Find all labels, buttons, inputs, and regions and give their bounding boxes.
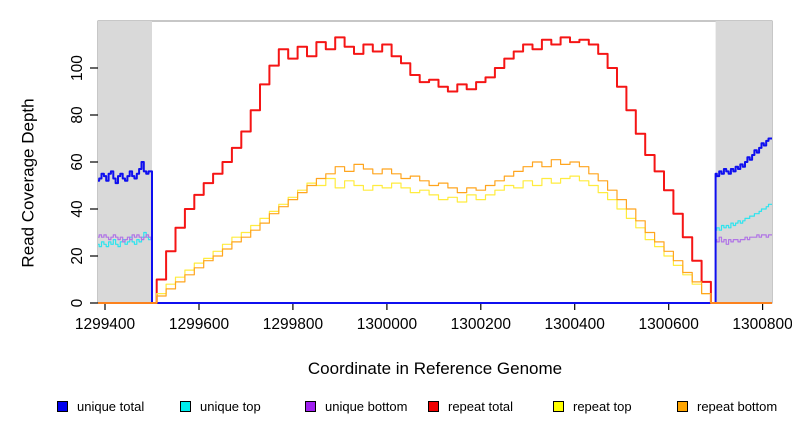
legend-swatch-unique-total [57,401,68,412]
y-axis-title-box: Read Coverage Depth [11,42,47,324]
svg-text:1300800: 1300800 [732,316,792,333]
legend-item-repeat-total: repeat total [428,399,513,414]
legend-label-unique-top: unique top [200,399,261,414]
legend-item-unique-total: unique total [57,399,144,414]
svg-text:1300600: 1300600 [639,316,700,333]
y-axis-title: Read Coverage Depth [19,98,39,268]
legend-swatch-unique-top [180,401,191,412]
chart-legend: unique total unique top unique bottom re… [0,399,792,421]
legend-label-repeat-bottom: repeat bottom [697,399,778,414]
legend-item-repeat-bottom: repeat bottom [677,399,777,414]
svg-text:1300200: 1300200 [451,316,512,333]
svg-text:1299400: 1299400 [75,316,136,333]
legend-label-unique-bottom: unique bottom [325,399,408,414]
legend-swatch-repeat-total [428,401,439,412]
svg-text:80: 80 [69,106,86,124]
legend-label-unique-total: unique total [77,399,145,414]
legend-item-unique-bottom: unique bottom [305,399,407,414]
legend-swatch-repeat-bottom [677,401,688,412]
legend-item-repeat-top: repeat top [553,399,632,414]
svg-text:20: 20 [69,247,86,265]
x-axis-title: Coordinate in Reference Genome [307,359,563,378]
svg-text:0: 0 [69,298,86,307]
svg-text:100: 100 [69,55,86,81]
svg-text:1299600: 1299600 [169,316,230,333]
svg-text:60: 60 [69,153,86,171]
svg-text:1300400: 1300400 [545,316,606,333]
svg-text:1300000: 1300000 [357,316,418,333]
legend-label-repeat-top: repeat top [573,399,632,414]
svg-text:1299800: 1299800 [263,316,324,333]
legend-swatch-unique-bottom [305,401,316,412]
legend-swatch-repeat-top [553,401,564,412]
legend-item-unique-top: unique top [180,399,261,414]
svg-text:40: 40 [69,200,86,218]
legend-label-repeat-total: repeat total [448,399,514,414]
